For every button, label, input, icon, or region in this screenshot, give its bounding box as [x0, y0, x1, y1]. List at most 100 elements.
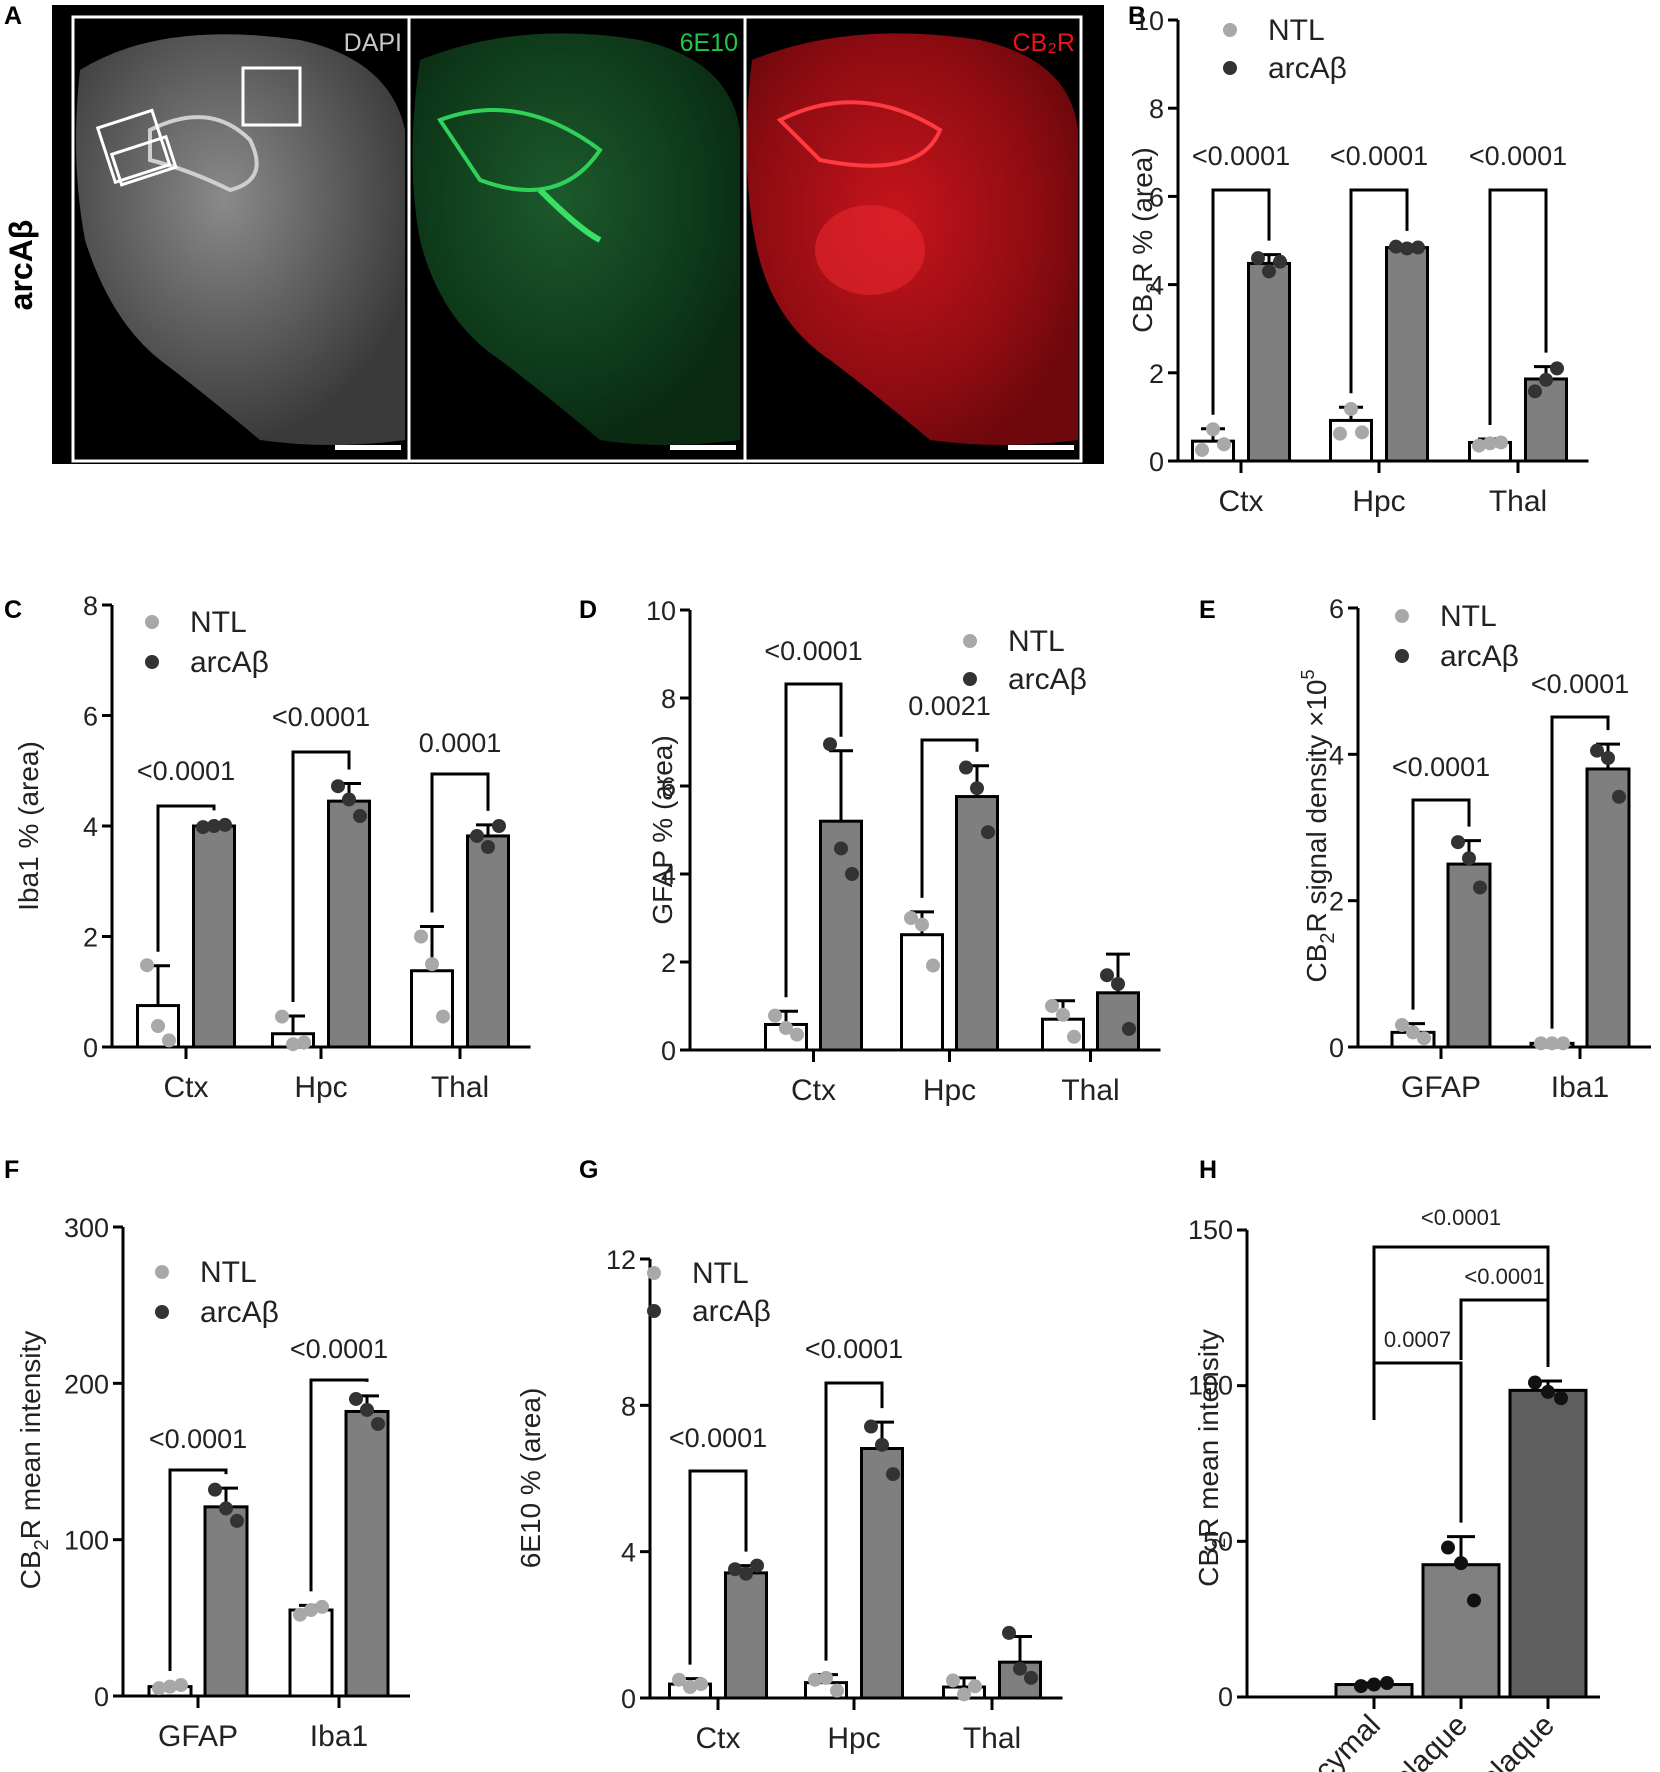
chart-b-data-point [1333, 426, 1347, 441]
chart-d-x-tick-label: Hpc [923, 1074, 976, 1107]
chart-d-panel-label: D [579, 596, 597, 624]
chart-g-bar [860, 1447, 904, 1700]
chart-e-significance-bracket [1411, 798, 1471, 1010]
chart-b-data-point [1206, 422, 1220, 437]
chart-h-data-point [1380, 1675, 1394, 1690]
chart-c-significance-bracket [156, 804, 216, 952]
chart-f-bar [203, 1505, 249, 1698]
chart-e-data-point [1612, 789, 1626, 804]
chart-c-y-axis-label: Iba1 % (area) [13, 741, 44, 911]
chart-h-significance-bracket [1459, 1298, 1550, 1367]
chart-d-y-tick-label: 6 [661, 772, 676, 802]
chart-e-legend-marker-arc [1395, 649, 1409, 663]
chart-b-p-value: <0.0001 [1469, 141, 1567, 171]
chart-e-y-tick-label: 2 [1329, 887, 1344, 917]
channel-label-6e10: 6E10 [680, 29, 738, 57]
chart-e-y-label-part: R signal density ×10 [1301, 680, 1332, 933]
chart-b-significance-bracket [1211, 188, 1271, 415]
chart-c-data-point [436, 1009, 450, 1024]
chart-d-bar [1096, 991, 1140, 1052]
chart-e-data-point [1534, 1036, 1548, 1051]
chart-b-y-label-part: CB [1127, 294, 1158, 333]
chart-c-data-point [425, 957, 439, 972]
chart-b-legend-label-arc: arcAβ [1268, 52, 1347, 85]
chart-c-y-tick-label: 4 [83, 812, 98, 842]
chart-h-y-tick-label: 150 [1188, 1215, 1233, 1245]
chart-g-y-tick-label: 8 [621, 1391, 636, 1421]
chart-d-significance-bracket [784, 682, 843, 998]
chart-c-data-point [151, 1019, 165, 1034]
chart-b-y-tick-label: 2 [1149, 359, 1164, 389]
chart-b-data-point [1251, 251, 1265, 266]
chart-e-bar [1446, 862, 1492, 1049]
chart-e-data-point [1590, 743, 1604, 758]
chart-c-significance-bracket [291, 750, 351, 1003]
chart-b-data-point [1550, 361, 1564, 376]
micrograph-cb2r: CB₂R [743, 15, 1083, 463]
chart-f-y-tick-label: 200 [64, 1369, 109, 1399]
chart-d-data-point [845, 867, 859, 881]
chart-g-y-tick-label: 0 [621, 1684, 636, 1714]
chart-c-y-tick-label: 2 [83, 923, 98, 953]
chart-g-legend-marker-arc [647, 1304, 661, 1318]
chart-e-y-label-sup: 5 [1298, 670, 1318, 680]
chart-g-significance-bracket [824, 1381, 884, 1661]
chart-h-p-value: <0.0001 [1464, 1264, 1544, 1289]
chart-b-p-value: <0.0001 [1330, 141, 1428, 171]
chart-g-y-tick-label: 12 [606, 1245, 636, 1275]
chart-c-data-point [140, 958, 154, 973]
chart-c-bar [410, 969, 454, 1049]
chart-f-significance-bracket [168, 1468, 228, 1672]
chart-g-data-point [672, 1672, 686, 1687]
chart-c-data-point [481, 839, 495, 854]
chart-g-data-point [864, 1419, 878, 1434]
chart-f-y-tick-label: 0 [94, 1682, 109, 1712]
chart-d-data-point [779, 1021, 793, 1035]
chart-b-data-point [1483, 436, 1497, 451]
chart-d-data-point [823, 737, 837, 752]
chart-f-bar [288, 1608, 334, 1698]
chart-f-legend-label-ntl: NTL [200, 1256, 257, 1289]
chart-d-data-point [915, 917, 929, 932]
chart-d-data-point [1100, 968, 1114, 983]
chart-h-bar [1421, 1563, 1501, 1699]
chart-d-data-point [1111, 977, 1125, 991]
chart-g-x-tick-label: Thal [963, 1722, 1021, 1755]
chart-c-bar [466, 834, 510, 1049]
chart-g-y-tick-label: 4 [621, 1538, 636, 1568]
chart-c-y-tick-label: 0 [83, 1033, 98, 1063]
chart-b-significance-bracket [1488, 188, 1548, 425]
chart-h-y-label-part: R mean intensity [1193, 1329, 1224, 1538]
chart-b-significance-bracket [1349, 188, 1409, 394]
chart-f-y-label-part: R mean intensity [15, 1331, 46, 1540]
chart-d-data-point [1045, 999, 1059, 1013]
chart-f-p-value: <0.0001 [290, 1334, 388, 1364]
chart-g-data-point [683, 1680, 697, 1695]
chart-c-data-point [162, 1033, 176, 1048]
chart-d-bar [1041, 1017, 1085, 1052]
chart-b-legend-marker-ntl [1223, 23, 1237, 37]
scale-bar [335, 445, 401, 450]
chart-b-x-tick-label: Thal [1489, 485, 1547, 518]
chart-g: G 0 4 8 12 6E10 % (area) Ctx <0.0001 Hpc <0.0001 T… [515, 1156, 1063, 1755]
chart-e-data-point [1556, 1036, 1570, 1051]
chart-c-data-point [492, 819, 506, 833]
chart-d-x-tick-label: Ctx [791, 1074, 836, 1107]
chart-e-data-point [1451, 835, 1465, 850]
chart-d-y-tick-label: 8 [661, 684, 676, 714]
chart-c-p-value: <0.0001 [272, 702, 370, 732]
chart-e-p-value: <0.0001 [1531, 669, 1629, 699]
chart-d-data-point [1067, 1029, 1081, 1044]
chart-g-data-point [819, 1670, 833, 1685]
chart-g-x-tick-label: Ctx [696, 1722, 741, 1755]
chart-h-x-tick-label: Parencymal [1252, 1709, 1387, 1772]
panel-a: A arcAβ DAPI 6E10 [3, 2, 1104, 464]
chart-h-data-point [1467, 1593, 1481, 1608]
chart-e-x-tick-label: GFAP [1401, 1071, 1481, 1104]
chart-h-y-label-sub: 2 [1209, 1538, 1229, 1548]
